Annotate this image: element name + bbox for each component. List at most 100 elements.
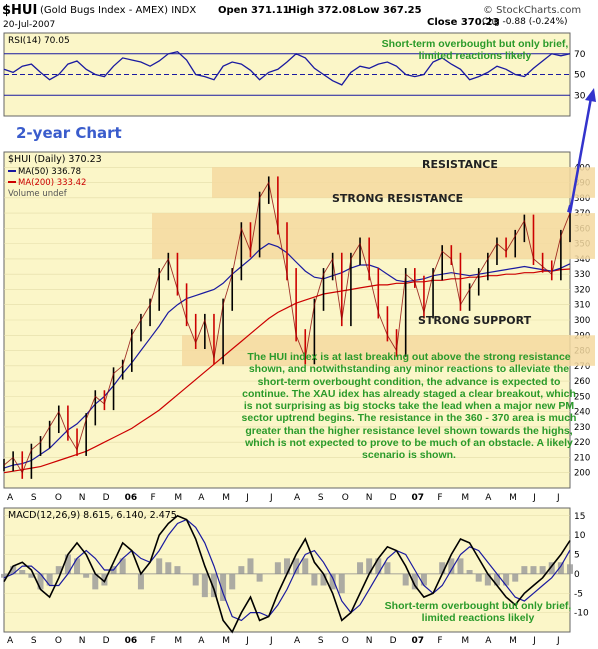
ma50-legend: MA(50) 336.78 (18, 167, 81, 177)
price-x-label: A (198, 493, 205, 503)
price-tick-label: 220 (574, 438, 590, 448)
macd-histogram-bar (311, 573, 318, 586)
price-band (152, 213, 595, 259)
scenario-arrowhead-up (585, 88, 596, 102)
price-x-label: J (556, 493, 560, 503)
macd-histogram-bar (567, 564, 573, 574)
macd-histogram-bar (274, 562, 281, 574)
macd-tick-label: -5 (574, 589, 583, 599)
chart-label-2-year: 2-year Chart (16, 124, 122, 142)
macd-histogram-bar (137, 573, 144, 590)
macd-tick-label: 5 (574, 551, 580, 561)
macd-histogram-bar (220, 573, 227, 601)
price-tick-label: 250 (574, 392, 590, 402)
macd-x-label: A (485, 636, 492, 646)
macd-histogram-bar (411, 573, 418, 590)
price-x-label: N (79, 493, 86, 503)
symbol: $HUI (2, 3, 38, 18)
price-tick-label: 210 (574, 453, 590, 463)
macd-x-label: 07 (412, 636, 425, 646)
macd-histogram-bar (83, 573, 90, 578)
index-name: (Gold Bugs Index - AMEX) INDX (40, 5, 197, 16)
scenario-arrow-down (567, 204, 571, 213)
macd-histogram-bar (320, 573, 327, 586)
ma200-legend: MA(200) 333.42 (18, 178, 86, 188)
commentary-note: The HUI index is at last breaking out ab… (241, 351, 577, 462)
macd-histogram-bar (512, 573, 519, 582)
high-quote: High 372.08 (288, 5, 357, 16)
macd-histogram-bar (37, 573, 44, 590)
price-x-label: J (245, 493, 249, 503)
macd-x-label: 06 (125, 636, 138, 646)
macd-histogram-bar (247, 558, 254, 574)
macd-x-label: A (198, 636, 205, 646)
price-tick-label: 380 (574, 194, 590, 204)
price-tick-label: 300 (574, 316, 590, 326)
low-quote: Low 367.25 (357, 5, 422, 16)
macd-x-label: O (55, 636, 62, 646)
price-tick-label: 320 (574, 285, 590, 295)
volume-legend: Volume undef (8, 189, 68, 199)
price-x-label: F (150, 493, 155, 503)
macd-x-label: M (461, 636, 469, 646)
price-tick-label: 340 (574, 255, 590, 265)
price-tick-label: 230 (574, 423, 590, 433)
macd-histogram-bar (420, 573, 427, 586)
price-x-label: S (31, 493, 37, 503)
macd-histogram-bar (521, 566, 528, 574)
macd-legend: MACD(12,26,9) 8.615, 6.140, 2.475 (8, 510, 177, 521)
macd-x-label: S (31, 636, 37, 646)
price-x-label: O (342, 493, 349, 503)
macd-histogram-bar (192, 573, 199, 586)
macd-note: Short-term overbought but only brief, li… (384, 600, 572, 624)
price-x-label: 07 (412, 493, 425, 503)
price-tick-label: 240 (574, 408, 590, 418)
price-x-label: M (222, 493, 230, 503)
macd-histogram-bar (1, 573, 7, 578)
macd-histogram-bar (238, 566, 245, 574)
macd-histogram-bar (28, 573, 35, 578)
macd-histogram-bar (439, 562, 446, 574)
macd-histogram-bar (46, 573, 53, 586)
macd-histogram-bar (357, 562, 364, 574)
strong-resistance-label: STRONG RESISTANCE (332, 192, 464, 205)
date: 20-Jul-2007 (3, 20, 56, 30)
macd-histogram-bar (530, 566, 537, 574)
price-band (182, 335, 595, 366)
scenario-arrow-up (568, 97, 593, 214)
resistance-label: RESISTANCE (422, 158, 498, 171)
price-x-label: J (269, 493, 273, 503)
macd-histogram-bar (256, 573, 263, 582)
rsi-tick-label: 50 (574, 71, 586, 81)
price-x-label: A (7, 493, 14, 503)
price-tick-label: 200 (574, 469, 590, 479)
macd-x-label: A (294, 636, 301, 646)
macd-x-label: F (150, 636, 155, 646)
close-quote: Close 370.23 (427, 17, 500, 28)
macd-x-label: D (390, 636, 397, 646)
macd-x-label: N (79, 636, 86, 646)
price-x-label: F (437, 493, 442, 503)
macd-histogram-bar (338, 573, 345, 594)
macd-x-label: F (437, 636, 442, 646)
macd-x-label: J (532, 636, 536, 646)
macd-x-label: M (222, 636, 230, 646)
macd-histogram-bar (284, 558, 290, 574)
price-x-label: D (103, 493, 110, 503)
price-x-label: O (55, 493, 62, 503)
macd-histogram-bar (557, 562, 564, 574)
price-line (3, 181, 571, 474)
macd-histogram-bar (229, 573, 236, 590)
macd-histogram-bar (503, 573, 510, 586)
price-x-label: A (294, 493, 301, 503)
macd-x-label: D (103, 636, 110, 646)
macd-histogram-bar (457, 558, 464, 574)
price-tick-label: 260 (574, 377, 590, 387)
price-x-label: N (366, 493, 373, 503)
macd-histogram-bar (119, 558, 126, 574)
rsi-legend: RSI(14) 70.05 (8, 36, 70, 46)
macd-tick-label: 15 (574, 512, 585, 522)
price-x-label: D (390, 493, 397, 503)
macd-x-label: N (366, 636, 373, 646)
